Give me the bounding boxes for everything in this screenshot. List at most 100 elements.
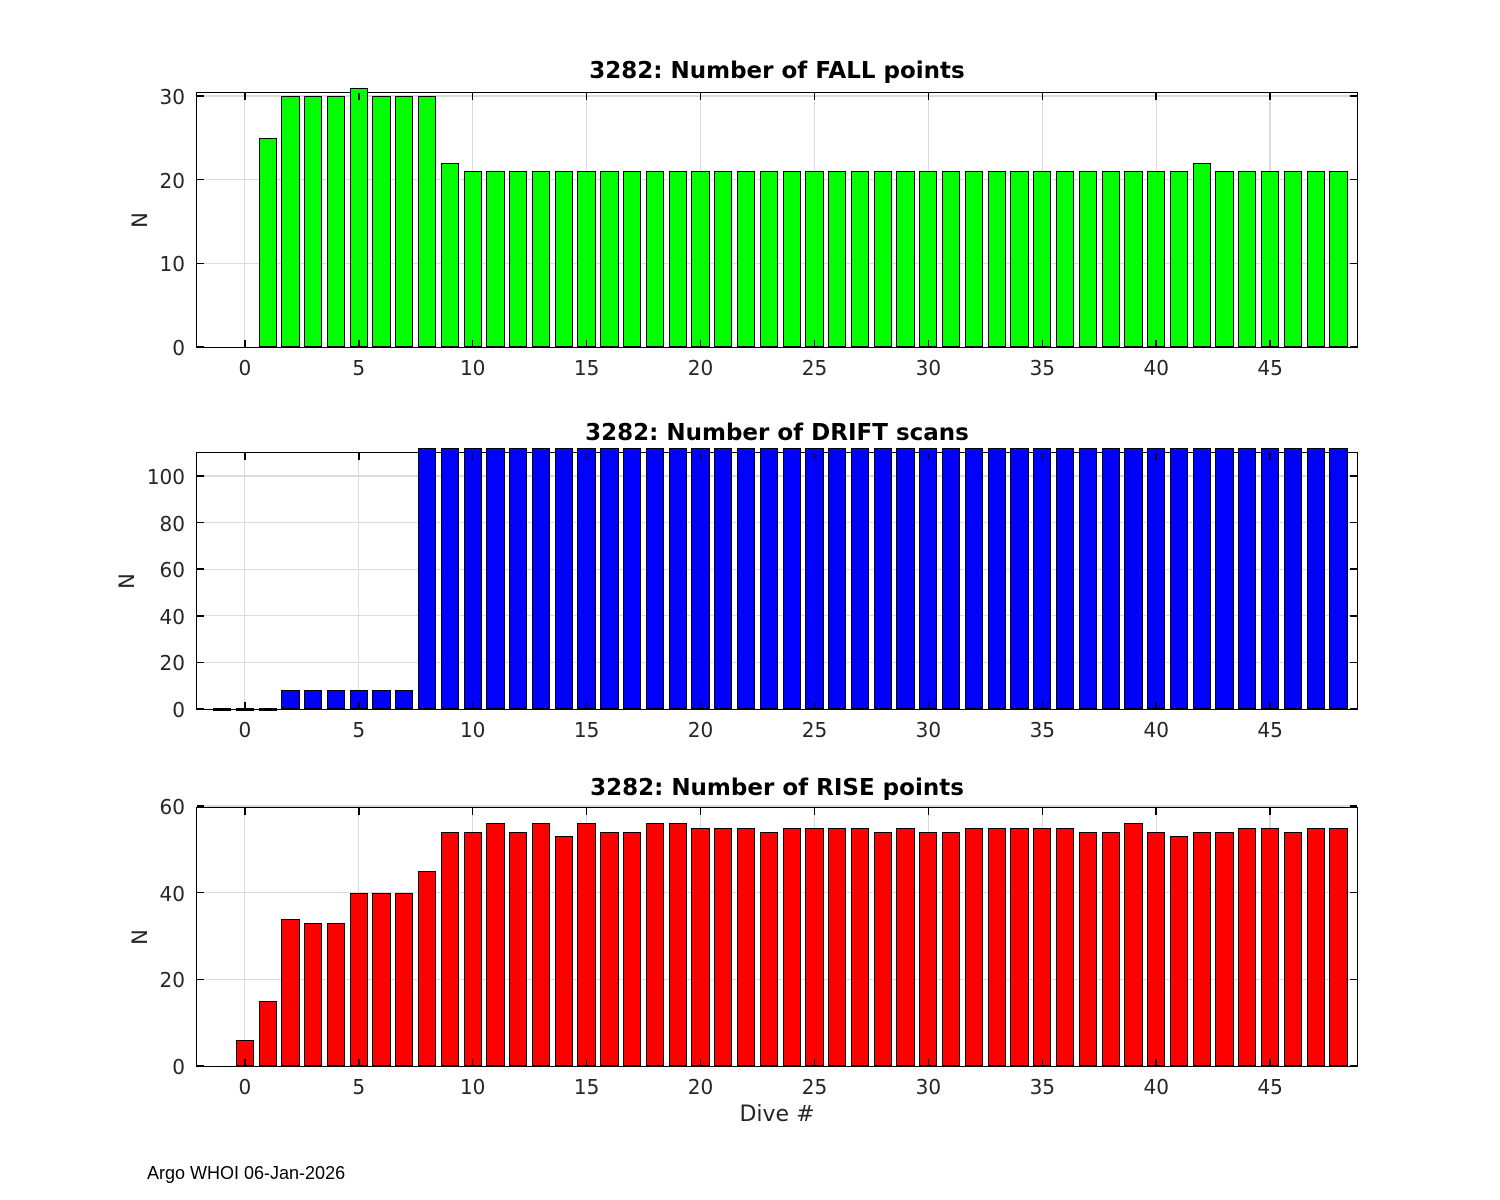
- bar: [281, 690, 300, 709]
- x-tick-mark: [813, 340, 816, 347]
- x-tick-label: 40: [1143, 1075, 1169, 1099]
- x-tick-mark: [1041, 340, 1044, 347]
- y-tick-label: 0: [172, 698, 185, 722]
- x-tick-label: 15: [573, 356, 600, 380]
- gridline-vertical: [358, 453, 360, 709]
- x-tick-mark: [471, 808, 474, 815]
- bar: [896, 827, 915, 1066]
- bar: [326, 923, 346, 1066]
- x-tick-mark: [699, 93, 702, 100]
- x-tick-mark: [927, 1059, 930, 1066]
- y-tick-mark: [197, 708, 204, 710]
- bar: [486, 823, 505, 1066]
- bar: [1192, 447, 1211, 709]
- bar: [1010, 827, 1029, 1066]
- bar: [486, 171, 505, 347]
- x-tick-label: 0: [238, 1075, 252, 1099]
- y-tick-mark: [197, 262, 204, 265]
- x-tick-mark: [358, 340, 360, 347]
- x-tick-mark: [927, 93, 930, 100]
- bar: [1215, 447, 1234, 709]
- bar: [919, 832, 938, 1066]
- bar: [645, 171, 665, 347]
- bar: [1101, 447, 1120, 709]
- bar: [1147, 171, 1166, 347]
- bar: [304, 690, 323, 709]
- x-tick-mark: [1155, 453, 1157, 460]
- y-axis-label-fall: N: [128, 212, 152, 228]
- x-tick-mark: [358, 1059, 360, 1066]
- bar: [1124, 447, 1143, 709]
- x-tick-label: 5: [352, 718, 366, 742]
- bar: [850, 447, 870, 709]
- bar: [805, 827, 824, 1066]
- bar: [349, 892, 368, 1066]
- x-tick-mark: [699, 808, 702, 815]
- y-tick-mark: [197, 521, 204, 524]
- x-tick-mark: [471, 1059, 474, 1066]
- footer-annotation: Argo WHOI 06-Jan-2026: [147, 1163, 346, 1183]
- bar: [235, 708, 254, 711]
- x-tick-label: 20: [687, 356, 714, 380]
- bar: [349, 87, 368, 347]
- bar: [1238, 171, 1257, 347]
- bar: [326, 96, 346, 347]
- y-tick-mark: [197, 346, 204, 348]
- bar: [554, 836, 573, 1066]
- x-tick-label: 35: [1029, 356, 1056, 380]
- y-tick-mark: [1350, 475, 1357, 477]
- bar: [258, 137, 277, 347]
- bar: [486, 447, 505, 709]
- bar: [372, 96, 391, 347]
- x-tick-mark: [471, 702, 474, 709]
- bar: [1261, 171, 1280, 347]
- x-tick-mark: [1269, 340, 1271, 347]
- bar: [281, 918, 300, 1066]
- bar: [1033, 827, 1052, 1066]
- x-tick-mark: [244, 340, 246, 347]
- bar: [623, 832, 642, 1066]
- bar: [919, 171, 938, 347]
- bar: [1215, 832, 1234, 1066]
- x-tick-label: 35: [1029, 1075, 1056, 1099]
- x-tick-label: 30: [915, 718, 942, 742]
- bar: [1169, 171, 1189, 347]
- x-tick-mark: [244, 702, 246, 709]
- bar: [577, 171, 596, 347]
- bar: [1169, 447, 1189, 709]
- gridline-horizontal: [197, 805, 1357, 807]
- x-tick-mark: [927, 702, 930, 709]
- x-tick-label: 30: [915, 356, 942, 380]
- x-tick-mark: [699, 702, 702, 709]
- x-tick-mark: [585, 702, 588, 709]
- x-tick-mark: [1041, 93, 1044, 100]
- bar: [258, 708, 277, 711]
- bar: [212, 708, 232, 711]
- y-tick-mark: [197, 178, 204, 181]
- x-tick-mark: [585, 453, 588, 460]
- bar: [873, 832, 892, 1066]
- bar: [1238, 447, 1257, 709]
- bar: [418, 871, 437, 1066]
- y-tick-mark: [1350, 708, 1357, 710]
- chart-title-fall: 3282: Number of FALL points: [589, 58, 965, 84]
- x-tick-mark: [358, 453, 360, 460]
- x-tick-mark: [358, 808, 360, 815]
- bar: [1101, 171, 1120, 347]
- bar: [1078, 832, 1097, 1066]
- y-tick-mark: [197, 891, 204, 894]
- bar: [873, 171, 892, 347]
- bar: [873, 447, 892, 709]
- bar: [1101, 832, 1120, 1066]
- bar: [509, 832, 528, 1066]
- gridline-vertical: [244, 453, 246, 709]
- bar: [1010, 447, 1029, 709]
- bar: [1283, 447, 1303, 709]
- x-tick-mark: [813, 702, 816, 709]
- y-tick-label: 30: [159, 85, 185, 110]
- x-tick-mark: [1269, 702, 1271, 709]
- bar: [463, 447, 482, 709]
- y-tick-mark: [1350, 978, 1357, 981]
- bar: [1261, 827, 1280, 1066]
